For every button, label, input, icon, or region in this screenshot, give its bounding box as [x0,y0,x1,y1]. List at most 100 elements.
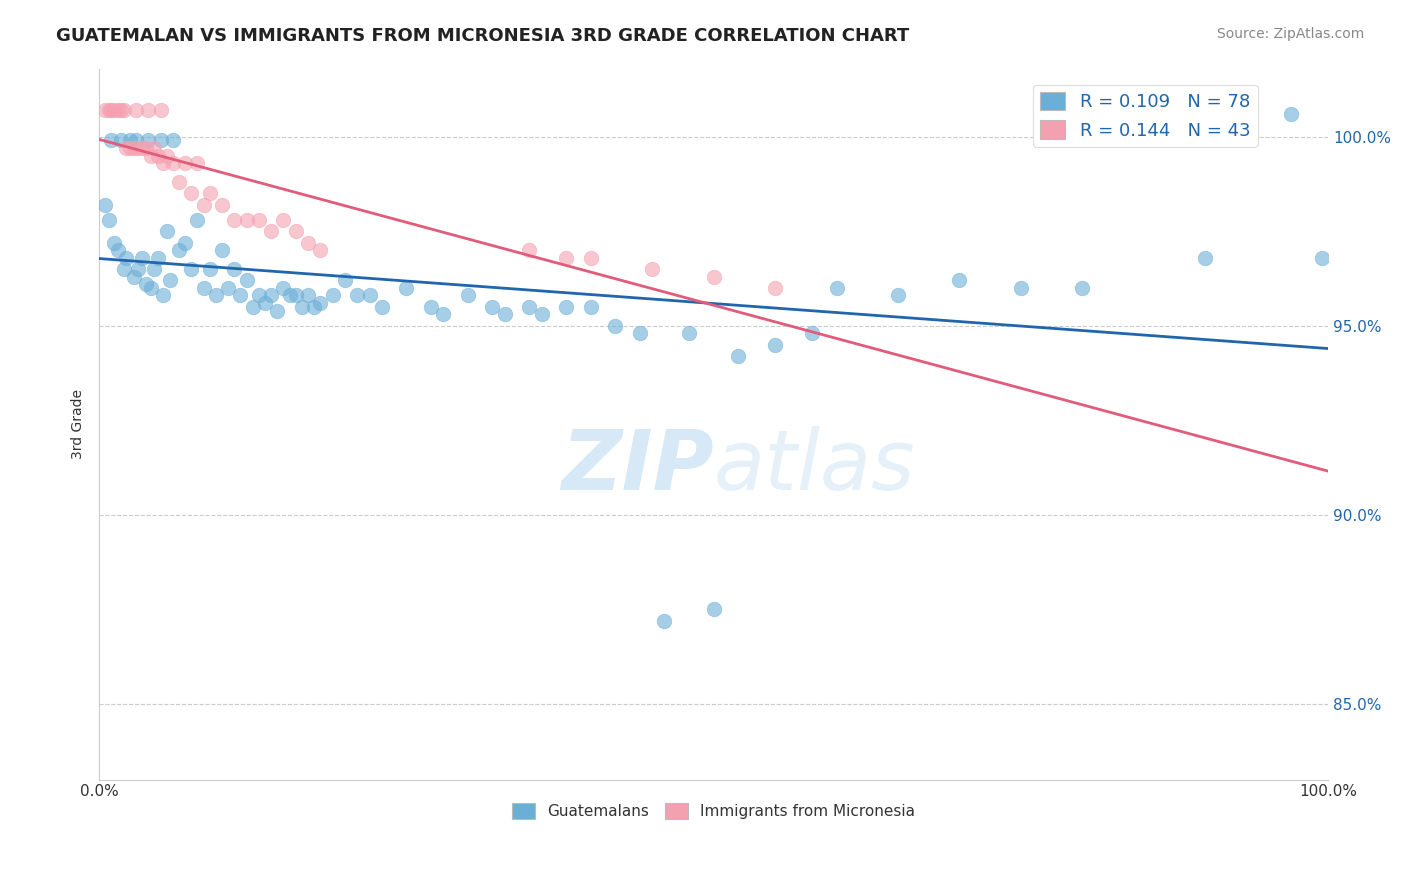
Point [217,281,239,295]
Point [103,235,125,250]
Point [193,281,215,295]
Point [180,262,202,277]
Point [94,197,117,211]
Point [136,103,159,117]
Point [322,288,344,302]
Point [494,307,516,321]
Point [127,141,149,155]
Point [359,288,381,302]
Point [948,273,970,287]
Point [247,212,270,227]
Point [139,281,162,295]
Point [156,148,179,162]
Point [156,224,179,238]
Point [242,300,264,314]
Point [284,224,307,238]
Point [628,326,651,341]
Point [149,103,172,117]
Point [146,148,169,162]
Point [517,243,540,257]
Point [152,288,174,302]
Point [284,288,307,302]
Point [198,262,221,277]
Point [727,349,749,363]
Point [481,300,503,314]
Point [825,281,848,295]
Point [107,243,129,257]
Point [122,141,145,155]
Point [180,186,202,201]
Point [162,133,184,147]
Point [186,212,208,227]
Point [395,281,418,295]
Point [107,103,129,117]
Point [167,243,190,257]
Point [211,197,233,211]
Point [198,186,221,201]
Point [555,251,578,265]
Point [97,103,120,117]
Point [118,141,141,155]
Point [579,251,602,265]
Point [579,300,602,314]
Point [159,273,181,287]
Point [654,614,676,628]
Point [641,262,664,277]
Point [112,262,135,277]
Point [517,300,540,314]
Point [127,262,149,277]
Point [291,300,314,314]
Point [302,300,325,314]
Point [110,103,132,117]
Legend: Guatemalans, Immigrants from Micronesia: Guatemalans, Immigrants from Micronesia [506,797,921,825]
Point [1071,281,1094,295]
Point [763,281,786,295]
Point [800,326,823,341]
Point [530,307,553,321]
Point [224,262,246,277]
Point [94,103,117,117]
Point [278,288,301,302]
Text: GUATEMALAN VS IMMIGRANTS FROM MICRONESIA 3RD GRADE CORRELATION CHART: GUATEMALAN VS IMMIGRANTS FROM MICRONESIA… [56,27,910,45]
Point [100,103,122,117]
Point [371,300,394,314]
Point [309,243,332,257]
Point [235,273,257,287]
Point [135,141,157,155]
Point [254,296,277,310]
Point [1194,251,1216,265]
Point [100,133,122,147]
Text: atlas: atlas [714,426,915,508]
Point [1310,251,1333,265]
Point [297,288,319,302]
Text: Source: ZipAtlas.com: Source: ZipAtlas.com [1216,27,1364,41]
Point [118,133,141,147]
Point [131,141,153,155]
Point [125,103,148,117]
Point [149,133,172,147]
Point [703,602,725,616]
Point [143,141,166,155]
Point [211,243,233,257]
Point [146,251,169,265]
Point [139,148,162,162]
Point [235,212,257,227]
Point [205,288,228,302]
Y-axis label: 3rd Grade: 3rd Grade [72,389,86,459]
Point [309,296,332,310]
Point [115,251,138,265]
Point [457,288,479,302]
Point [555,300,578,314]
Point [297,235,319,250]
Point [260,288,283,302]
Point [887,288,910,302]
Point [125,133,148,147]
Point [346,288,368,302]
Point [115,141,138,155]
Point [110,133,132,147]
Point [1010,281,1032,295]
Point [266,303,288,318]
Point [247,288,270,302]
Point [162,156,184,170]
Point [174,235,197,250]
